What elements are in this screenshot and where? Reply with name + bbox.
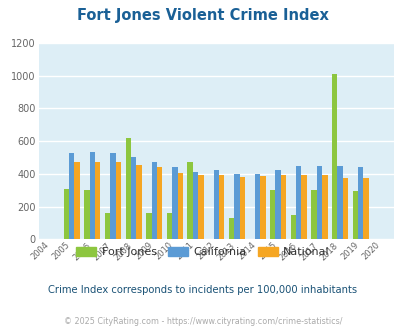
Bar [357, 167, 362, 239]
Bar [136, 165, 141, 239]
Text: Fort Jones Violent Crime Index: Fort Jones Violent Crime Index [77, 8, 328, 23]
Bar [280, 176, 286, 239]
Bar [352, 191, 357, 239]
Bar [64, 189, 69, 239]
Bar [254, 174, 260, 239]
Bar [213, 170, 218, 239]
Bar [269, 190, 275, 239]
Bar [104, 213, 110, 239]
Bar [146, 213, 151, 239]
Bar [228, 218, 234, 239]
Bar [331, 74, 337, 239]
Bar [84, 190, 90, 239]
Bar [187, 161, 192, 239]
Bar [218, 176, 224, 239]
Bar [74, 162, 79, 239]
Bar [290, 215, 295, 239]
Bar [337, 166, 342, 239]
Text: © 2025 CityRating.com - https://www.cityrating.com/crime-statistics/: © 2025 CityRating.com - https://www.city… [64, 317, 341, 326]
Bar [177, 173, 183, 239]
Bar [301, 175, 306, 239]
Bar [130, 157, 136, 239]
Bar [156, 167, 162, 239]
Bar [234, 174, 239, 239]
Text: Crime Index corresponds to incidents per 100,000 inhabitants: Crime Index corresponds to incidents per… [48, 285, 357, 295]
Bar [69, 153, 74, 239]
Bar [90, 152, 95, 239]
Bar [260, 176, 265, 239]
Bar [151, 162, 156, 239]
Bar [166, 213, 172, 239]
Bar [342, 178, 347, 239]
Bar [321, 175, 327, 239]
Bar [198, 176, 203, 239]
Bar [172, 167, 177, 239]
Bar [311, 190, 316, 239]
Bar [316, 166, 321, 239]
Bar [110, 153, 115, 239]
Bar [239, 177, 244, 239]
Bar [192, 172, 198, 239]
Bar [125, 138, 130, 239]
Bar [295, 166, 301, 239]
Legend: Fort Jones, California, National: Fort Jones, California, National [72, 242, 333, 262]
Bar [362, 178, 368, 239]
Bar [95, 162, 100, 239]
Bar [275, 170, 280, 239]
Bar [115, 162, 121, 239]
